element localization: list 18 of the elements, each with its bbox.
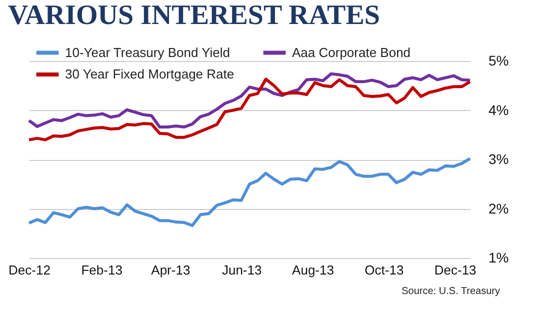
legend-label: 10-Year Treasury Bond Yield — [65, 44, 230, 60]
y-tick-label: 4% — [488, 102, 509, 118]
x-tick-label: Jun-13 — [222, 262, 262, 278]
x-tick-label: Dec-13 — [434, 262, 476, 278]
y-tick-label: 5% — [488, 52, 509, 68]
chart-title: VARIOUS INTEREST RATES — [8, 0, 380, 31]
legend-label: Aaa Corporate Bond — [292, 44, 411, 60]
x-tick-label: Oct-13 — [364, 262, 404, 278]
legend-label: 30 Year Fixed Mortgage Rate — [65, 66, 234, 82]
x-tick-label: Dec-12 — [8, 262, 50, 278]
x-tick-label: Aug-13 — [292, 262, 334, 278]
y-tick-label: 2% — [488, 200, 509, 216]
y-tick-label: 3% — [488, 151, 509, 167]
x-tick-label: Feb-13 — [81, 262, 122, 278]
x-tick-label: Apr-13 — [151, 262, 190, 278]
line-series — [28, 157, 472, 227]
y-tick-label: 1% — [488, 250, 509, 266]
source-note: Source: U.S. Treasury — [402, 286, 500, 297]
